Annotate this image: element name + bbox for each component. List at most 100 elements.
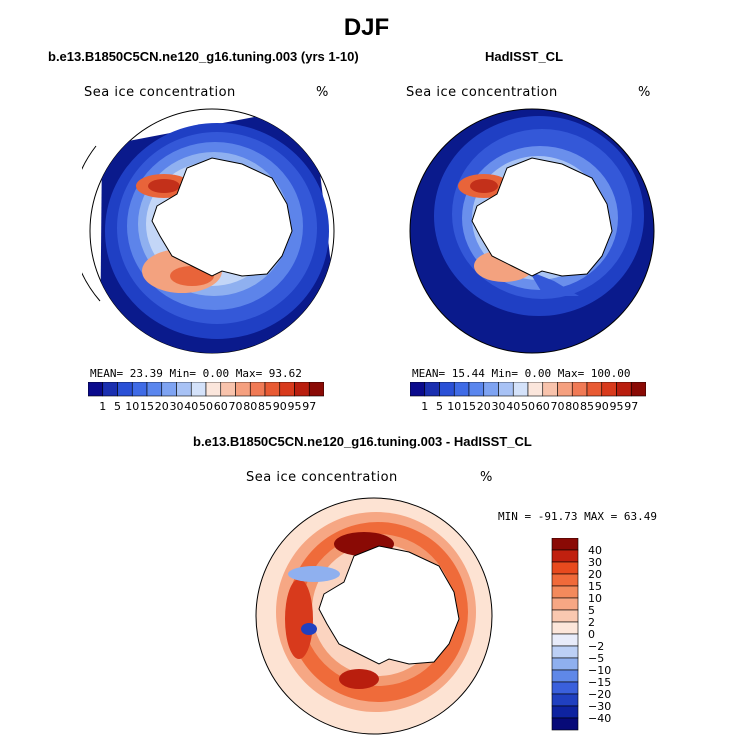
colorbar-box [264, 382, 281, 397]
colorbar-box [551, 633, 579, 647]
colorbar-box [586, 382, 603, 397]
colorbar-tick-label: 97 [624, 400, 639, 413]
obs-variable-label: Sea ice concentration [406, 85, 558, 100]
colorbar-box [220, 382, 236, 397]
obs-sea-ice-map [409, 108, 655, 354]
colorbar-tick-label: 85 [580, 400, 594, 413]
colorbar-tick-label: 40 [588, 544, 602, 557]
colorbar-box [551, 693, 579, 707]
colorbar-box [235, 382, 251, 397]
diff-variable-label: Sea ice concentration [246, 470, 398, 485]
colorbar-tick-label: 70 [228, 400, 243, 413]
colorbar-tick-label: −15 [588, 676, 611, 689]
colorbar-tick-label: −10 [588, 664, 611, 677]
colorbar-box [512, 382, 529, 397]
colorbar-tick-label: 15 [140, 400, 154, 413]
colorbar-box [294, 382, 310, 397]
model-colorbar [88, 382, 324, 397]
colorbar-tick-label: 10 [125, 400, 140, 413]
model-sea-ice-map [82, 108, 335, 354]
obs-stats: MEAN= 15.44 Min= 0.00 Max= 100.00 [412, 367, 631, 380]
colorbar-box [601, 382, 617, 397]
colorbar-tick-label: 90 [272, 400, 287, 413]
model-stats: MEAN= 23.39 Min= 0.00 Max= 93.62 [90, 367, 302, 380]
colorbar-tick-label: 20 [588, 568, 602, 581]
colorbar-box [551, 561, 579, 575]
colorbar-box [551, 669, 579, 683]
colorbar-tick-label: 15 [588, 580, 602, 593]
colorbar-tick-label: 80 [565, 400, 580, 413]
colorbar-tick-label: −5 [588, 652, 604, 665]
colorbar-box [551, 681, 579, 695]
diff-sea-ice-map [255, 497, 493, 735]
obs-colorbar-boxes [410, 382, 646, 397]
colorbar-box [102, 382, 118, 397]
model-units-label: % [316, 85, 329, 100]
colorbar-tick-label: 15 [462, 400, 476, 413]
colorbar-tick-label: 10 [588, 592, 602, 605]
colorbar-box [551, 717, 579, 731]
colorbar-tick-label: 97 [302, 400, 317, 413]
obs-colorbar-labels: 1 5 10 15 20 30 40 50 60 70 80 85 90 95 97 [410, 400, 646, 414]
colorbar-box [551, 538, 579, 551]
colorbar-box [551, 705, 579, 719]
colorbar-box [279, 382, 295, 397]
model-colorbar-boxes [88, 382, 324, 397]
diff-colorbar-boxes [551, 538, 579, 731]
colorbar-box [551, 549, 579, 563]
colorbar-box [146, 382, 163, 397]
model-variable-label: Sea ice concentration [84, 85, 236, 100]
colorbar-tick-label: 10 [447, 400, 462, 413]
colorbar-box [551, 573, 579, 587]
obs-colorbar [410, 382, 646, 397]
colorbar-box [453, 382, 470, 397]
colorbar-tick-label: 85 [258, 400, 272, 413]
colorbar-tick-label: 1 [421, 400, 429, 413]
colorbar-tick-label: 5 [588, 604, 595, 617]
colorbar-box [249, 382, 266, 397]
colorbar-tick-label: 30 [169, 400, 184, 413]
colorbar-box [176, 382, 192, 397]
colorbar-tick-label: 20 [154, 400, 169, 413]
colorbar-box [190, 382, 207, 397]
colorbar-box [557, 382, 573, 397]
colorbar-tick-label: 70 [550, 400, 565, 413]
colorbar-tick-label: 30 [491, 400, 506, 413]
colorbar-tick-label: 40 [184, 400, 199, 413]
colorbar-box [117, 382, 133, 397]
colorbar-tick-label: −20 [588, 688, 611, 701]
colorbar-box [542, 382, 558, 397]
colorbar-box [616, 382, 632, 397]
colorbar-box [527, 382, 544, 397]
colorbar-box [571, 382, 588, 397]
diff-stats: MIN = -91.73 MAX = 63.49 [498, 510, 657, 523]
colorbar-box [88, 382, 104, 397]
colorbar-tick-label: 5 [436, 400, 443, 413]
colorbar-box [161, 382, 177, 397]
colorbar-tick-label: 95 [609, 400, 624, 413]
colorbar-box [410, 382, 426, 397]
colorbar-tick-label: 60 [213, 400, 228, 413]
colorbar-box [498, 382, 514, 397]
model-antarctica-land [151, 157, 293, 277]
model-panel-title: b.e13.B1850C5CN.ne120_g16.tuning.003 (yr… [48, 49, 359, 64]
main-title: DJF [343, 14, 390, 41]
colorbar-tick-label: 90 [594, 400, 609, 413]
colorbar-tick-label: 40 [506, 400, 521, 413]
colorbar-box [630, 382, 646, 397]
diff-antarctica-land [318, 545, 460, 665]
colorbar-tick-label: 5 [114, 400, 121, 413]
colorbar-tick-label: 30 [588, 556, 602, 569]
obs-units-label: % [638, 85, 651, 100]
colorbar-tick-label: 1 [99, 400, 107, 413]
diff-panel-title: b.e13.B1850C5CN.ne120_g16.tuning.003 - H… [193, 434, 532, 449]
colorbar-box [551, 645, 579, 659]
colorbar-tick-label: −30 [588, 700, 611, 713]
colorbar-box [483, 382, 499, 397]
colorbar-tick-label: −2 [588, 640, 604, 653]
colorbar-box [131, 382, 148, 397]
colorbar-box [424, 382, 440, 397]
colorbar-tick-label: 0 [588, 628, 595, 641]
